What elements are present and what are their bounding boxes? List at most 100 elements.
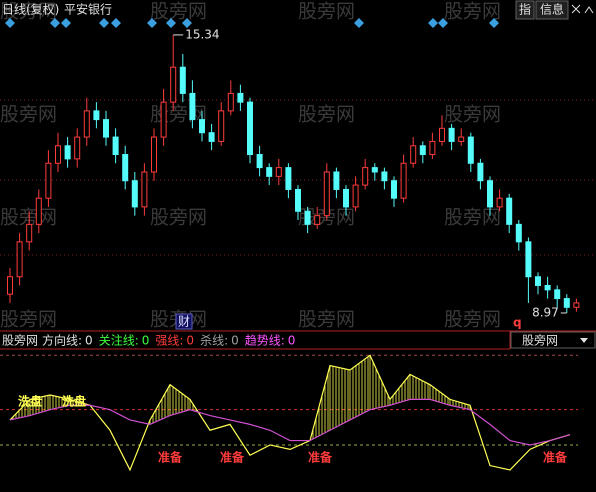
watermark: 股旁网 bbox=[444, 104, 501, 126]
candle-body bbox=[160, 101, 167, 138]
legend-name: 强线: bbox=[155, 334, 183, 348]
event-badge[interactable] bbox=[175, 313, 193, 330]
candle-body bbox=[352, 184, 359, 208]
candle-body bbox=[237, 92, 244, 103]
watermark: 股旁网 bbox=[298, 1, 355, 23]
button[interactable] bbox=[535, 0, 569, 20]
button[interactable] bbox=[515, 0, 535, 20]
close-icon[interactable] bbox=[571, 4, 581, 14]
watermark: 股旁网 bbox=[150, 207, 207, 229]
candle-body bbox=[64, 145, 71, 160]
indicator-select-label[interactable]: 股旁网 bbox=[522, 333, 558, 348]
candle-body bbox=[275, 167, 282, 177]
candle-body bbox=[285, 167, 292, 190]
indicator-select[interactable] bbox=[510, 331, 596, 349]
candle-body bbox=[419, 145, 426, 156]
legend-value: 0 bbox=[186, 334, 194, 348]
candle-body bbox=[208, 132, 215, 142]
legend-value: 0 bbox=[231, 334, 239, 348]
marker: q bbox=[513, 316, 522, 330]
candle-body bbox=[35, 197, 42, 225]
low-label: 8.97 bbox=[532, 305, 559, 319]
legend-value: 0 bbox=[288, 334, 296, 348]
candle-body bbox=[573, 302, 580, 308]
candle-body bbox=[362, 167, 369, 186]
candle-body bbox=[141, 171, 148, 208]
candle-body bbox=[448, 127, 455, 142]
candle-body bbox=[112, 136, 119, 156]
candle-body bbox=[189, 92, 196, 121]
high-label: 15.34 bbox=[185, 27, 219, 41]
button-label[interactable]: 信息 bbox=[540, 2, 564, 17]
event-badge-label[interactable]: 财 bbox=[178, 315, 190, 329]
candle-body bbox=[458, 136, 465, 142]
candle-body bbox=[391, 180, 397, 199]
candle-body bbox=[333, 171, 340, 190]
watermark: 股旁网 bbox=[150, 104, 207, 126]
candle-body bbox=[179, 66, 186, 94]
watermark: 股旁网 bbox=[0, 104, 57, 126]
candle-body bbox=[506, 197, 513, 225]
candle-body bbox=[93, 110, 100, 121]
annotation: 准备 bbox=[543, 450, 568, 465]
button-label[interactable]: 指 bbox=[519, 2, 531, 17]
legend-name: 杀线: bbox=[200, 333, 228, 348]
candle-body bbox=[496, 197, 503, 208]
annotation: 洗盘 bbox=[18, 394, 42, 409]
watermark: 股旁网 bbox=[444, 207, 501, 229]
candle-body bbox=[83, 110, 90, 138]
watermark: 股旁网 bbox=[444, 309, 501, 331]
candle-body bbox=[256, 154, 263, 169]
candle-body bbox=[16, 241, 23, 278]
candle-body bbox=[563, 298, 570, 308]
candle-body bbox=[544, 284, 551, 291]
candle-body bbox=[122, 154, 129, 182]
signal-diamonds bbox=[5, 18, 499, 28]
indicator-line bbox=[9, 354, 571, 472]
candle-body bbox=[467, 136, 474, 164]
indicator-line bbox=[9, 398, 571, 446]
candle-body bbox=[103, 119, 109, 138]
candle-body bbox=[381, 171, 388, 182]
candle-body bbox=[535, 276, 541, 286]
watermark: 股旁网 bbox=[298, 309, 355, 331]
candle-body bbox=[525, 241, 532, 278]
candle-body bbox=[439, 127, 445, 142]
annotation: 准备 bbox=[158, 450, 183, 465]
candle-body bbox=[74, 136, 81, 160]
annotation: 准备 bbox=[308, 450, 333, 465]
candle-body bbox=[343, 188, 349, 208]
watermark: 股旁网 bbox=[298, 104, 355, 126]
indicator-name: 股旁网 bbox=[2, 333, 38, 348]
candle-body bbox=[218, 110, 225, 142]
candle-body bbox=[131, 180, 138, 208]
candle-body bbox=[247, 101, 253, 156]
candle-body bbox=[151, 136, 157, 173]
candle-body bbox=[410, 145, 417, 164]
candle-body bbox=[295, 188, 301, 212]
watermark: 股旁网 bbox=[0, 309, 57, 331]
candle-body bbox=[7, 276, 13, 295]
candle-body bbox=[487, 180, 493, 208]
watermark: 股旁网 bbox=[0, 207, 57, 229]
candle-body bbox=[55, 145, 61, 164]
legend-name: 方向线: bbox=[42, 333, 82, 348]
candle-body bbox=[26, 223, 33, 243]
candle-body bbox=[45, 162, 52, 199]
stock-name: 平安银行 bbox=[64, 2, 112, 17]
watermark: 股旁网 bbox=[150, 1, 207, 23]
candle-body bbox=[371, 167, 378, 173]
dropdown-icon[interactable] bbox=[580, 338, 588, 343]
watermark: 股旁网 bbox=[444, 1, 501, 23]
candle-body bbox=[400, 162, 407, 199]
chart-title: 日线(复权) bbox=[2, 3, 59, 17]
candle-body bbox=[170, 66, 177, 103]
legend-name: 趋势线: bbox=[245, 334, 285, 348]
candle-body bbox=[477, 162, 484, 182]
annotation: 准备 bbox=[220, 450, 245, 465]
legend-value: 0 bbox=[85, 334, 93, 348]
expand-icon[interactable] bbox=[584, 6, 594, 14]
candle-body bbox=[227, 92, 234, 112]
